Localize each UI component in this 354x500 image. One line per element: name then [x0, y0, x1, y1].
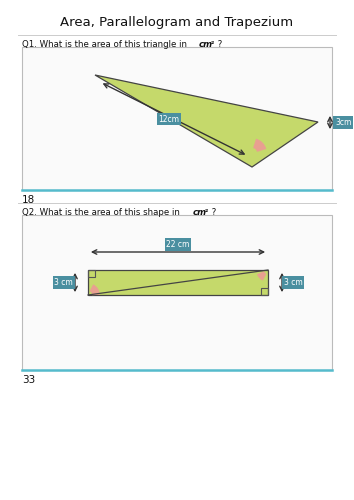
- Bar: [22, 47, 332, 190]
- Text: Q2. What is the area of this shape in: Q2. What is the area of this shape in: [22, 208, 183, 217]
- Text: ?: ?: [209, 208, 216, 217]
- Polygon shape: [95, 75, 318, 167]
- Text: 22 cm: 22 cm: [166, 240, 190, 249]
- Text: 3cm: 3cm: [335, 118, 352, 127]
- Text: ²: ²: [205, 208, 209, 217]
- Text: Area, Parallelogram and Trapezium: Area, Parallelogram and Trapezium: [61, 16, 293, 29]
- Polygon shape: [88, 270, 268, 295]
- Text: 3 cm: 3 cm: [284, 278, 303, 287]
- Text: Q1. What is the area of this triangle in: Q1. What is the area of this triangle in: [22, 40, 190, 49]
- Bar: [22, 215, 332, 370]
- Text: cm: cm: [199, 40, 213, 49]
- Text: 18: 18: [22, 195, 35, 205]
- Text: 3 cm: 3 cm: [54, 278, 73, 287]
- Text: cm: cm: [193, 208, 207, 217]
- Text: ?: ?: [215, 40, 222, 49]
- Text: 33: 33: [22, 375, 35, 385]
- Text: ²: ²: [211, 40, 215, 49]
- Text: 12cm: 12cm: [159, 114, 179, 124]
- Bar: [88, 270, 95, 277]
- Bar: [261, 288, 268, 295]
